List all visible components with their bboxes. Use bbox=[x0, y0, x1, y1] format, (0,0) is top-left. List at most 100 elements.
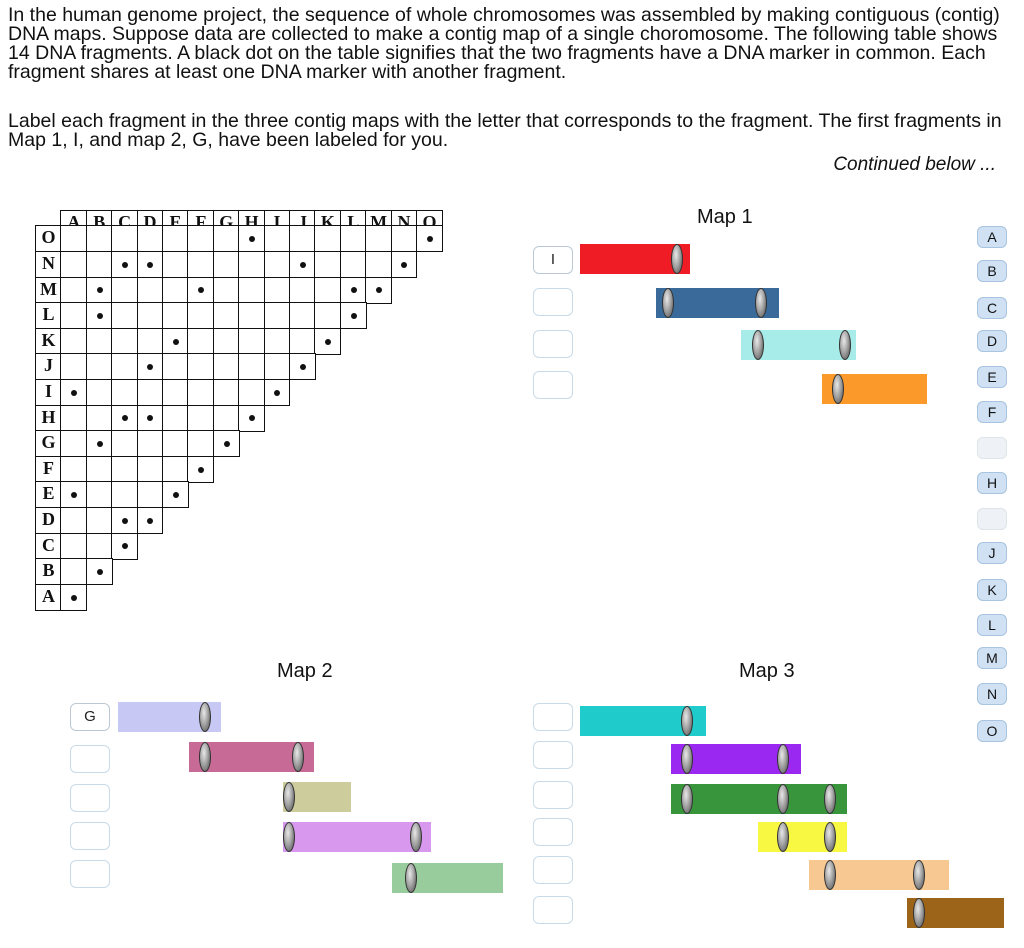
letter-tile[interactable]: O bbox=[977, 720, 1007, 742]
shared-marker-dot bbox=[248, 415, 255, 422]
table-cell bbox=[263, 276, 291, 304]
dna-marker-icon bbox=[681, 706, 693, 736]
letter-tile[interactable]: A bbox=[977, 226, 1007, 248]
table-cell bbox=[111, 353, 139, 381]
shared-marker-dot bbox=[248, 236, 255, 243]
shared-marker-dot bbox=[350, 287, 357, 294]
row-header-d: D bbox=[35, 506, 62, 535]
dna-marker-icon bbox=[681, 784, 693, 814]
map-3-label-slot[interactable] bbox=[533, 741, 573, 769]
map-3-label-slot[interactable] bbox=[533, 856, 573, 884]
table-cell bbox=[314, 250, 342, 279]
row-header-l: L bbox=[35, 302, 62, 330]
column-header-i: I bbox=[263, 210, 291, 232]
table-cell bbox=[111, 327, 139, 355]
table-cell bbox=[111, 455, 139, 483]
map-1-label-slot[interactable]: I bbox=[533, 246, 573, 274]
map-2-label-slot[interactable] bbox=[70, 745, 110, 773]
dna-marker-icon bbox=[777, 784, 789, 814]
map-2-label-slot[interactable] bbox=[70, 860, 110, 888]
shared-marker-dot bbox=[350, 312, 357, 319]
column-header-n: N bbox=[390, 210, 418, 232]
table-cell bbox=[263, 250, 291, 279]
map-3-label-slot[interactable] bbox=[533, 781, 573, 809]
column-header-l: L bbox=[339, 210, 367, 232]
dna-marker-icon bbox=[681, 744, 693, 774]
map-3-label-slot[interactable] bbox=[533, 818, 573, 846]
letter-tile[interactable]: C bbox=[977, 297, 1007, 319]
table-cell bbox=[314, 225, 342, 253]
map-3-label-slot[interactable] bbox=[533, 896, 573, 924]
letter-tile[interactable]: F bbox=[977, 401, 1007, 423]
table-cell bbox=[289, 302, 316, 330]
dna-marker-icon bbox=[824, 822, 836, 852]
row-header-b: B bbox=[35, 558, 62, 586]
column-header-g: G bbox=[212, 210, 240, 232]
letter-tile[interactable]: L bbox=[977, 614, 1007, 636]
table-cell bbox=[187, 302, 215, 330]
shared-marker-dot bbox=[96, 287, 103, 294]
dna-marker-icon bbox=[405, 863, 417, 893]
table-cell bbox=[238, 276, 266, 304]
table-cell bbox=[85, 378, 113, 407]
table-cell bbox=[85, 455, 113, 483]
instructions-paragraph-2: Label each fragment in the three contig … bbox=[8, 110, 1002, 151]
letter-tile[interactable]: D bbox=[977, 330, 1007, 352]
column-header-f: F bbox=[187, 210, 215, 232]
table-cell bbox=[60, 225, 88, 253]
table-cell bbox=[85, 225, 113, 253]
row-header-o: O bbox=[35, 225, 62, 253]
row-header-a: A bbox=[35, 583, 62, 611]
row-header-m: M bbox=[35, 276, 62, 304]
table-cell bbox=[162, 225, 189, 253]
table-cell bbox=[85, 404, 113, 432]
map-1-title: Map 1 bbox=[697, 206, 753, 228]
table-cell bbox=[111, 276, 139, 304]
dna-marker-icon bbox=[199, 742, 211, 772]
table-cell bbox=[136, 430, 164, 458]
dna-marker-icon bbox=[755, 288, 767, 318]
dna-marker-icon bbox=[292, 742, 304, 772]
letter-tile[interactable]: E bbox=[977, 366, 1007, 388]
table-cell bbox=[60, 250, 88, 279]
map-2-label-slot[interactable] bbox=[70, 784, 110, 812]
letter-tile[interactable]: H bbox=[977, 472, 1007, 494]
map-2-label-slot[interactable]: G bbox=[70, 703, 110, 731]
continued-note: Continued below ... bbox=[833, 154, 996, 175]
row-header-n: N bbox=[35, 250, 62, 279]
table-cell bbox=[238, 353, 266, 381]
map-3-fragment-bar bbox=[671, 784, 847, 814]
map-2-label-slot[interactable] bbox=[70, 822, 110, 850]
dna-marker-icon bbox=[777, 822, 789, 852]
table-cell bbox=[187, 430, 215, 458]
map-1-label-slot[interactable] bbox=[533, 330, 573, 358]
table-cell bbox=[212, 276, 240, 304]
letter-tile[interactable]: K bbox=[977, 579, 1007, 601]
letter-tile[interactable]: B bbox=[977, 260, 1007, 282]
shared-marker-dot bbox=[147, 517, 154, 524]
shared-marker-dot bbox=[96, 440, 103, 447]
table-cell bbox=[187, 404, 215, 432]
map-1-label-slot[interactable] bbox=[533, 371, 573, 399]
table-cell bbox=[60, 455, 88, 483]
table-cell bbox=[263, 353, 291, 381]
table-cell bbox=[365, 225, 393, 253]
shared-marker-dot bbox=[71, 594, 78, 601]
dna-marker-icon bbox=[283, 822, 295, 852]
letter-tile[interactable]: M bbox=[977, 647, 1007, 669]
shared-marker-dot bbox=[198, 466, 205, 473]
map-1-label-slot[interactable] bbox=[533, 288, 573, 316]
map-3-title: Map 3 bbox=[739, 660, 795, 682]
column-header-d: D bbox=[136, 210, 164, 232]
shared-marker-dot bbox=[223, 440, 230, 447]
table-cell bbox=[212, 302, 240, 330]
table-cell bbox=[187, 353, 215, 381]
table-cell bbox=[85, 353, 113, 381]
table-cell bbox=[162, 302, 189, 330]
table-cell bbox=[162, 404, 189, 432]
map-3-label-slot[interactable] bbox=[533, 703, 573, 731]
letter-tile[interactable]: J bbox=[977, 542, 1007, 564]
letter-tile[interactable]: N bbox=[977, 683, 1007, 705]
table-cell bbox=[60, 302, 88, 330]
row-header-j: J bbox=[35, 353, 62, 381]
